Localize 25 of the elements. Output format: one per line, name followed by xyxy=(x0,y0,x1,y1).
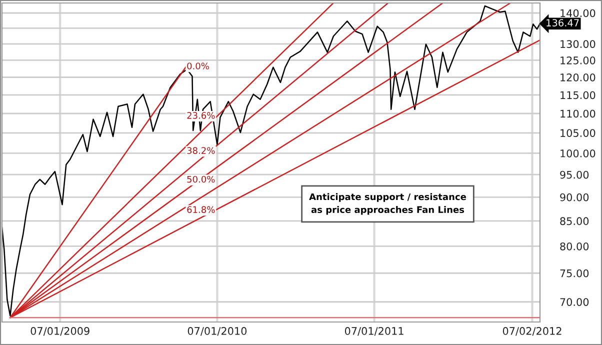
y-tick-label: 70.00 xyxy=(560,298,589,306)
x-tick-label: 07/01/2011 xyxy=(344,327,404,336)
y-tick-label: 105.00 xyxy=(560,129,596,137)
y-tick-label: 100.00 xyxy=(560,149,596,158)
annotation: 136.47 xyxy=(546,19,579,26)
annotation: 0.0% xyxy=(187,62,209,70)
y-tick-label: 125.00 xyxy=(560,56,596,64)
y-tick-label: 90.00 xyxy=(560,193,589,202)
annotation: 38.2% xyxy=(187,147,215,154)
annotation: 61.8% xyxy=(187,206,215,213)
y-tick-label: 115.00 xyxy=(560,91,596,100)
y-tick-label: 95.00 xyxy=(560,170,589,179)
y-tick-label: 80.00 xyxy=(560,242,589,250)
y-tick-label: 140.00 xyxy=(560,9,596,18)
annotation: Anticipate support / resistance as price approaches Fan Lines xyxy=(309,193,466,215)
y-tick-label: 120.00 xyxy=(560,73,596,82)
y-tick-label: 130.00 xyxy=(560,40,596,48)
annotation: 23.6% xyxy=(187,112,215,119)
x-tick-label: 07/01/2009 xyxy=(30,327,90,336)
x-tick-label: 07/02/2012 xyxy=(502,327,562,336)
x-tick-label: 07/01/2010 xyxy=(188,327,247,336)
y-tick-label: 110.00 xyxy=(560,110,596,118)
annotation: 50.0% xyxy=(187,176,215,183)
y-tick-label: 85.00 xyxy=(560,217,589,226)
y-tick-label: 75.00 xyxy=(560,269,589,278)
